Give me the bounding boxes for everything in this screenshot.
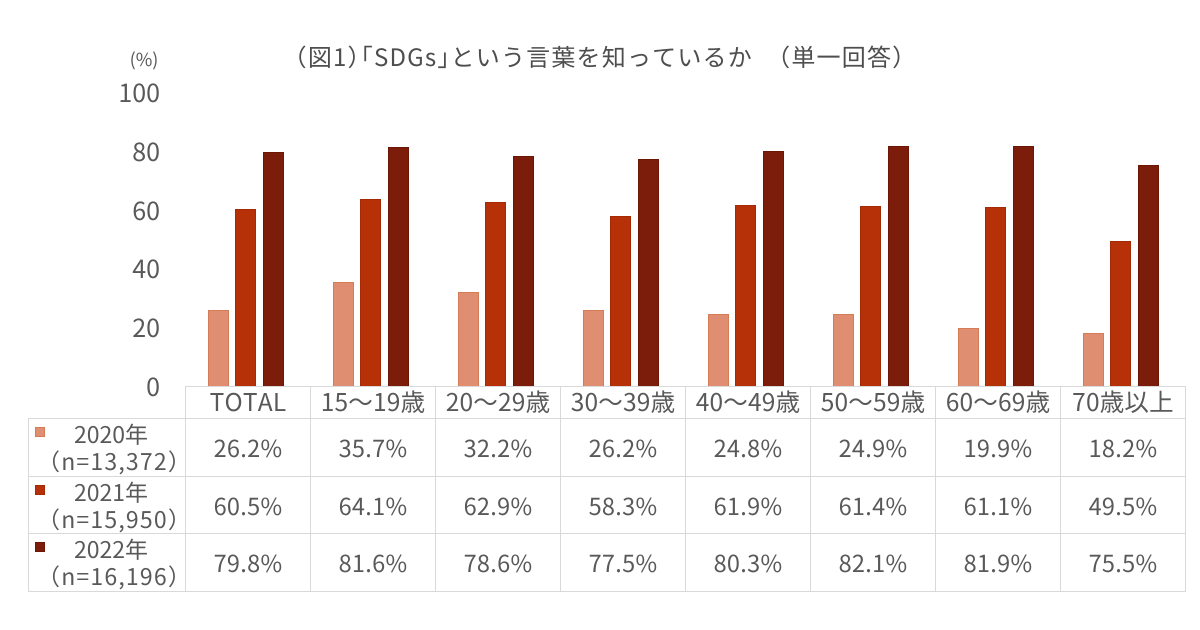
bar-2021年-15～19歳 xyxy=(360,198,381,387)
value-cell: 32.2% xyxy=(435,418,561,477)
value-cell: 35.7% xyxy=(310,418,436,477)
legend-swatch xyxy=(35,427,45,437)
series-n-label: （n=15,950） xyxy=(37,500,193,535)
category-header-cell: TOTAL xyxy=(185,386,311,419)
table-row: 2022年 （n=16,196） 79.8% 81.6% 78.6% 77.5% 80.3%… xyxy=(28,531,1186,593)
bar-2020年-40～49歳 xyxy=(707,314,729,387)
value-cell: 19.9% xyxy=(935,418,1061,477)
value-cell: 80.3% xyxy=(685,533,811,592)
value-cell: 26.2% xyxy=(185,418,311,477)
bar-2020年-15～19歳 xyxy=(332,282,354,387)
legend-swatch xyxy=(35,484,45,495)
bar-2020年-TOTAL xyxy=(207,309,229,387)
table-row: 2021年 （n=15,950） 60.5% 64.1% 62.9% 58.3% 61.9%… xyxy=(28,473,1186,535)
bar-2021年-60～69歳 xyxy=(985,207,1006,387)
value-cell: 62.9% xyxy=(435,475,561,534)
category-header-cell: 60～69歳 xyxy=(935,386,1061,419)
value-cell: 58.3% xyxy=(560,475,686,534)
bar-2021年-50～59歳 xyxy=(860,206,881,387)
bar-2022年-70歳以上 xyxy=(1137,165,1159,387)
table-row: 2020年 （n=13,372） 26.2% 35.7% 32.2% 26.2% 24.8%… xyxy=(28,416,1186,478)
table-header-row: TOTAL 15～19歳 20～29歳 30～39歳 40～49歳 50～59歳 60～69… xyxy=(29,386,1186,419)
bar-2020年-30～39歳 xyxy=(582,309,604,387)
series-name: 2021年 xyxy=(73,473,149,508)
series-label-cell: 2022年 （n=16,196） xyxy=(28,531,193,593)
series-label-cell: 2020年 （n=13,372） xyxy=(28,416,193,478)
series-name: 2022年 xyxy=(73,531,149,566)
bar-2022年-20～29歳 xyxy=(512,155,534,387)
table-corner-cell xyxy=(29,387,186,419)
value-cell: 81.9% xyxy=(935,533,1061,592)
bar-2022年-TOTAL xyxy=(262,152,284,387)
bar-2021年-40～49歳 xyxy=(735,205,756,387)
series-n-label: （n=13,372） xyxy=(37,443,193,478)
data-table: TOTAL 15～19歳 20～29歳 30～39歳 40～49歳 50～59歳 60～69… xyxy=(28,386,1186,592)
bar-2020年-70歳以上 xyxy=(1082,333,1104,387)
value-cell: 61.1% xyxy=(935,475,1061,534)
bar-2022年-15～19歳 xyxy=(387,147,409,387)
y-tick-label: 60 xyxy=(132,191,160,228)
value-cell: 24.9% xyxy=(810,418,936,477)
value-cell: 60.5% xyxy=(185,475,311,534)
category-header-cell: 50～59歳 xyxy=(810,386,936,419)
category-header-cell: 40～49歳 xyxy=(685,386,811,419)
bar-2021年-TOTAL xyxy=(235,209,256,387)
y-axis-unit-label: (%) xyxy=(129,46,159,72)
value-cell: 82.1% xyxy=(810,533,936,592)
legend-swatch xyxy=(35,542,45,552)
value-cell: 64.1% xyxy=(310,475,436,534)
bar-2022年-40～49歳 xyxy=(762,150,784,387)
value-cell: 77.5% xyxy=(560,533,686,592)
value-cell: 18.2% xyxy=(1060,418,1186,477)
bar-2022年-50～59歳 xyxy=(887,145,909,387)
value-cell: 49.5% xyxy=(1060,475,1186,534)
value-cell: 24.8% xyxy=(685,418,811,477)
bar-2021年-20～29歳 xyxy=(485,202,506,387)
value-cell: 61.4% xyxy=(810,475,936,534)
value-cell: 81.6% xyxy=(310,533,436,592)
series-label-cell: 2021年 （n=15,950） xyxy=(28,473,193,535)
y-tick-label: 40 xyxy=(132,250,160,287)
value-cell: 26.2% xyxy=(560,418,686,477)
y-tick-label: 0 xyxy=(146,368,160,404)
value-cell: 75.5% xyxy=(1060,533,1186,592)
series-n-label: （n=16,196） xyxy=(37,558,193,593)
y-tick-label: 100 xyxy=(118,74,160,110)
bar-2021年-70歳以上 xyxy=(1110,241,1131,387)
chart-title: （図1）「SDGs」という言葉を知っているか （単一回答） xyxy=(294,38,906,73)
series-name: 2020年 xyxy=(73,416,149,451)
category-header-cell: 15～19歳 xyxy=(310,386,436,419)
category-header-cell: 20～29歳 xyxy=(435,386,561,419)
bar-2022年-60～69歳 xyxy=(1012,146,1034,387)
y-tick-label: 80 xyxy=(132,132,160,169)
bar-2022年-30～39歳 xyxy=(637,159,659,387)
value-cell: 78.6% xyxy=(435,533,561,592)
bar-2020年-60～69歳 xyxy=(957,328,979,387)
bar-2020年-50～59歳 xyxy=(832,313,854,387)
value-cell: 79.8% xyxy=(185,533,311,592)
category-header-cell: 30～39歳 xyxy=(560,386,686,419)
bar-2020年-20～29歳 xyxy=(457,292,479,387)
category-header-cell: 70歳以上 xyxy=(1060,386,1186,419)
y-tick-label: 20 xyxy=(132,309,160,346)
value-cell: 61.9% xyxy=(685,475,811,534)
bar-2021年-30～39歳 xyxy=(610,215,631,387)
